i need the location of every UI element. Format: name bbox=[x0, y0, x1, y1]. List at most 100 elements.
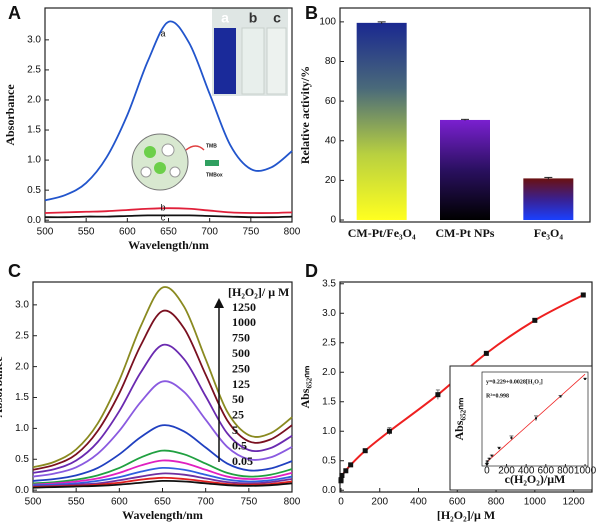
point bbox=[510, 436, 513, 439]
legend-entry: 250 bbox=[232, 361, 250, 375]
y-tick-label: 0.5 bbox=[27, 185, 41, 196]
x-tick-label: 750 bbox=[242, 227, 259, 238]
panel-letter: C bbox=[8, 261, 21, 281]
legend-entry: 25 bbox=[232, 408, 244, 422]
x-tick-label: 600 bbox=[449, 497, 466, 508]
x-tick-label: 700 bbox=[197, 497, 214, 508]
legend-entry: 0.05 bbox=[232, 454, 253, 468]
legend-entry: 0.5 bbox=[232, 438, 247, 452]
y-tick-label: 2.0 bbox=[27, 95, 41, 106]
line bbox=[32, 459, 293, 486]
point bbox=[343, 468, 349, 474]
line bbox=[32, 472, 293, 488]
line bbox=[32, 424, 293, 482]
schematic-label: TMBox bbox=[206, 172, 223, 178]
y-tick-label: 40 bbox=[325, 135, 337, 146]
y-tick-label: 1.5 bbox=[15, 392, 29, 403]
bar bbox=[440, 119, 490, 221]
x-tick-label: 800 bbox=[488, 497, 505, 508]
x-tick-label: CM-Pt/Fe₃O₄ bbox=[348, 226, 416, 240]
x-tick-label: 750 bbox=[240, 497, 257, 508]
x-tick-label: 600 bbox=[537, 466, 554, 477]
y-tick-label: 0.0 bbox=[322, 485, 336, 496]
chart-panel: 0.00.51.01.52.02.53.03.50 200 400 600 800 100… bbox=[298, 261, 593, 522]
inset-frame bbox=[449, 365, 593, 491]
y-tick-label: 80 bbox=[325, 56, 337, 67]
x-tick-label: 650 bbox=[160, 227, 177, 238]
point bbox=[532, 317, 538, 323]
vial-b bbox=[241, 27, 265, 95]
line bbox=[32, 309, 293, 471]
line bbox=[32, 286, 293, 469]
legend-entry: 125 bbox=[232, 377, 250, 391]
x-tick-label: 1000 bbox=[574, 466, 597, 477]
point bbox=[338, 477, 344, 483]
y-tick-label: 3.0 bbox=[322, 308, 336, 319]
point bbox=[498, 447, 501, 450]
x-axis-title: Wavelength/nm bbox=[122, 508, 203, 522]
x-tick-label: 400 bbox=[518, 466, 535, 477]
dot bbox=[154, 162, 166, 174]
photo-label: b bbox=[249, 10, 258, 26]
x-axis-title: c(H₂O₂)/μM bbox=[505, 472, 566, 486]
line bbox=[32, 449, 293, 485]
legend-entry: 5 bbox=[232, 423, 238, 437]
bar bbox=[356, 22, 407, 221]
x-axis-title: Wavelength/nm bbox=[128, 238, 209, 252]
point bbox=[534, 417, 537, 420]
y-axis-title: Relative activity/% bbox=[298, 66, 312, 164]
point bbox=[483, 350, 489, 356]
curve-label: c bbox=[161, 212, 166, 222]
y-tick-label: 1.0 bbox=[322, 426, 336, 437]
line bbox=[32, 479, 293, 489]
schematic bbox=[131, 133, 219, 191]
y-tick-label: 0.0 bbox=[27, 215, 41, 226]
y-axis-title: Absorbance bbox=[3, 84, 17, 146]
legend-entry: 1250 bbox=[232, 300, 256, 314]
x-tick-label: Fe₃O₄ bbox=[534, 226, 564, 240]
y-tick-label: 2.5 bbox=[15, 330, 29, 341]
dot bbox=[140, 166, 152, 178]
y-tick-label: 1.0 bbox=[27, 155, 41, 166]
y-tick-label: 2.5 bbox=[322, 337, 336, 348]
line bbox=[44, 214, 293, 219]
x-tick-label: 400 bbox=[410, 497, 427, 508]
line bbox=[44, 207, 293, 214]
x-tick-label: 200 bbox=[498, 466, 515, 477]
curve-label: b bbox=[160, 202, 165, 212]
y-tick-label: 2.0 bbox=[15, 361, 29, 372]
legend-arrowhead bbox=[214, 298, 224, 308]
chart-panel: 0 200 400 600 800 1000 c(H₂O₂)/μM Abs₆₅₂ₙₘ y=0.2… bbox=[449, 365, 597, 491]
x-tick-label: 800 bbox=[557, 466, 574, 477]
fit-annotation: R²=0.998 bbox=[486, 393, 509, 399]
x-tick-label: 1000 bbox=[524, 497, 547, 508]
x-tick-label: 550 bbox=[78, 227, 95, 238]
curve-label: a bbox=[160, 28, 165, 38]
y-tick-label: 0 bbox=[330, 215, 336, 226]
y-tick-label: 1.0 bbox=[15, 423, 29, 434]
y-tick-label: 2.5 bbox=[27, 65, 41, 76]
legend-entry: 500 bbox=[232, 346, 250, 360]
x-tick-label: 0 bbox=[484, 466, 490, 477]
plot-frame bbox=[481, 371, 589, 467]
photo-inset bbox=[212, 8, 288, 96]
x-tick-label: 500 bbox=[25, 497, 42, 508]
tmbox-icon bbox=[205, 160, 219, 166]
y-tick-label: 60 bbox=[325, 96, 337, 107]
photo-label: c bbox=[273, 10, 281, 26]
dot bbox=[161, 143, 175, 157]
vial-c bbox=[266, 27, 287, 95]
x-tick-label: 0 bbox=[338, 497, 344, 508]
y-axis-title: Abs₆₅₂ₙₘ bbox=[452, 397, 466, 440]
x-tick-label: 600 bbox=[111, 497, 128, 508]
x-tick-label: 800 bbox=[284, 227, 301, 238]
schematic-label: TMB bbox=[206, 143, 217, 149]
y-tick-label: 3.5 bbox=[322, 278, 336, 289]
legend-entry: 50 bbox=[232, 392, 244, 406]
dot bbox=[169, 166, 181, 178]
